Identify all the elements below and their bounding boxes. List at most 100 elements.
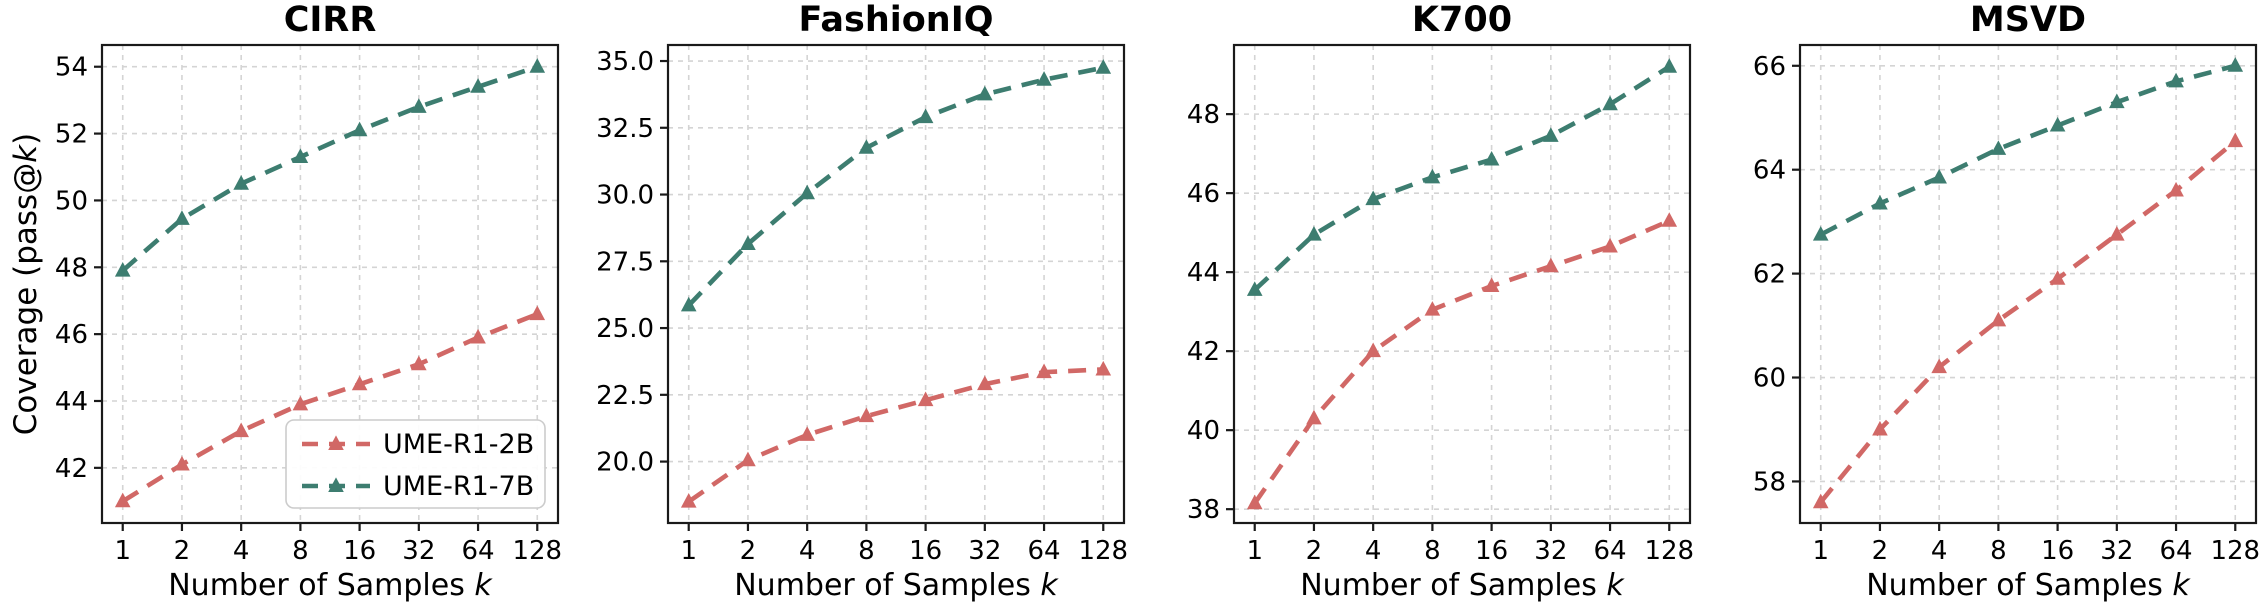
series-marker-ume-r1-2b — [470, 328, 486, 344]
series-marker-ume-r1-2b — [174, 455, 190, 471]
series-marker-ume-r1-7b — [1812, 226, 1829, 241]
series-marker-ume-r1-2b — [233, 422, 249, 438]
y-tick-label: 62 — [1753, 260, 1786, 290]
legend-sample-marker — [328, 435, 344, 450]
chart-title: K700 — [1412, 0, 1512, 40]
legend-sample-marker — [328, 477, 344, 492]
series-marker-ume-r1-7b — [858, 139, 875, 154]
series-marker-ume-r1-2b — [1931, 358, 1947, 374]
grid — [1234, 45, 1690, 523]
y-tick-label: 54 — [55, 53, 88, 83]
series-marker-ume-r1-2b — [1365, 342, 1381, 358]
y-tick-label: 50 — [55, 186, 88, 216]
chart-panel-msvd: 1 2 4 8 16 32 64 128 58 60 62 64 66 MSVD Number of Sam… — [1698, 0, 2264, 612]
series-marker-ume-r1-2b — [1246, 494, 1263, 510]
y-tick-label: 46 — [1187, 179, 1220, 209]
series-marker-ume-r1-7b — [2109, 93, 2125, 109]
x-axis-label: Number of Samples k — [1300, 568, 1625, 603]
series-line-ume-r1-7b — [1253, 64, 1671, 292]
series-marker-ume-r1-2b — [1661, 212, 1678, 227]
x-axis-label: Number of Samples k — [168, 568, 493, 603]
series-marker-ume-r1-7b — [680, 296, 697, 312]
y-tick-label: 25.0 — [596, 314, 654, 344]
series-marker-ume-r1-2b — [799, 426, 815, 441]
y-tick-label: 48 — [55, 253, 88, 283]
series-line-ume-r1-7b — [687, 65, 1104, 307]
chart-title: MSVD — [1970, 0, 2086, 40]
x-tick-label: 32 — [402, 536, 435, 566]
series-marker-ume-r1-7b — [1246, 281, 1263, 296]
series-marker-ume-r1-7b — [411, 98, 427, 113]
series-marker-ume-r1-2b — [2049, 270, 2066, 285]
series-marker-ume-r1-2b — [2109, 226, 2125, 241]
x-tick-label: 64 — [2160, 536, 2193, 566]
series-marker-ume-r1-7b — [740, 235, 756, 250]
y-tick-label: 42 — [55, 454, 88, 484]
y-tick-label: 60 — [1753, 364, 1786, 394]
series-marker-ume-r1-7b — [1306, 226, 1322, 241]
x-tick-label: 8 — [858, 536, 875, 566]
y-tick-label: 32.5 — [596, 114, 654, 144]
series-marker-ume-r1-7b — [351, 121, 368, 137]
y-tick-label: 44 — [1187, 258, 1220, 288]
series-markers-ume-r1-2b — [1812, 132, 2244, 509]
x-tick-label: 16 — [343, 536, 376, 566]
series-marker-ume-r1-7b — [1931, 168, 1947, 184]
y-tick-label: 48 — [1187, 100, 1220, 130]
series-marker-ume-r1-2b — [740, 451, 756, 467]
series-markers-ume-r1-7b — [1812, 57, 2244, 241]
y-tick-label: 46 — [55, 320, 88, 350]
plot-border — [1798, 43, 2258, 525]
y-tick-label: 20.0 — [596, 448, 654, 478]
chart-canvas-msvd: 1 2 4 8 16 32 64 128 58 60 62 64 66 MSVD Number of Sam… — [1753, 0, 2260, 603]
legend: UME-R1-2B UME-R1-7B — [285, 419, 546, 509]
series-marker-ume-r1-2b — [1036, 363, 1052, 379]
x-tick-label: 8 — [1990, 536, 2007, 566]
x-tick-label: 1 — [1246, 536, 1263, 566]
tick-marks — [660, 59, 1105, 531]
series-marker-ume-r1-2b — [1095, 360, 1112, 376]
series-marker-ume-r1-2b — [917, 391, 934, 407]
series-line-ume-r1-2b — [1252, 218, 1671, 505]
series-marker-ume-r1-7b — [233, 175, 249, 190]
y-tick-label: 66 — [1753, 52, 1786, 82]
legend-label: UME-R1-7B — [383, 471, 534, 502]
x-tick-label: 2 — [1872, 536, 1889, 566]
x-tick-label: 128 — [2210, 536, 2260, 566]
series-marker-ume-r1-7b — [529, 58, 546, 73]
legend-label: UME-R1-2B — [383, 429, 534, 460]
series-marker-ume-r1-2b — [1543, 257, 1559, 273]
series-marker-ume-r1-7b — [1602, 95, 1618, 111]
series-marker-ume-r1-7b — [977, 85, 993, 101]
x-tick-label: 16 — [1475, 536, 1508, 566]
y-tick-label: 35.0 — [596, 47, 654, 77]
x-tick-label: 2 — [740, 536, 757, 566]
chart-panel-cirr: 1 2 4 8 16 32 64 128 42 44 46 48 50 52 54 CIRR Number of… — [0, 0, 566, 612]
series-line-ume-r1-7b — [121, 64, 539, 273]
y-tick-label: 38 — [1187, 495, 1220, 525]
y-tick-label: 42 — [1187, 337, 1220, 367]
series-marker-ume-r1-7b — [1990, 140, 2007, 155]
series-marker-ume-r1-2b — [2227, 132, 2244, 148]
tick-marks — [1226, 113, 1671, 531]
y-tick-label: 44 — [55, 387, 88, 417]
y-tick-label: 58 — [1753, 467, 1786, 497]
chart-panel-fashioniq: 1 2 4 8 16 32 64 128 20.0 22.5 25.0 27.5 30.0 32.5 35.… — [566, 0, 1132, 612]
series-markers-ume-r1-7b — [1246, 58, 1678, 296]
x-tick-label: 1 — [114, 536, 131, 566]
x-tick-label: 64 — [1028, 536, 1061, 566]
x-tick-label: 1 — [680, 536, 697, 566]
series-marker-ume-r1-7b — [1661, 58, 1678, 73]
series-marker-ume-r1-7b — [1365, 190, 1381, 206]
tick-marks — [94, 65, 539, 531]
grid — [1800, 45, 2256, 523]
series-line-ume-r1-2b — [687, 367, 1104, 504]
x-axis-label: Number of Samples k — [1866, 568, 2191, 603]
series-line-ume-r1-2b — [121, 311, 539, 504]
y-axis-label: Coverage (pass@k) — [8, 133, 44, 436]
series-marker-ume-r1-7b — [2049, 116, 2066, 132]
series-marker-ume-r1-2b — [529, 305, 546, 321]
